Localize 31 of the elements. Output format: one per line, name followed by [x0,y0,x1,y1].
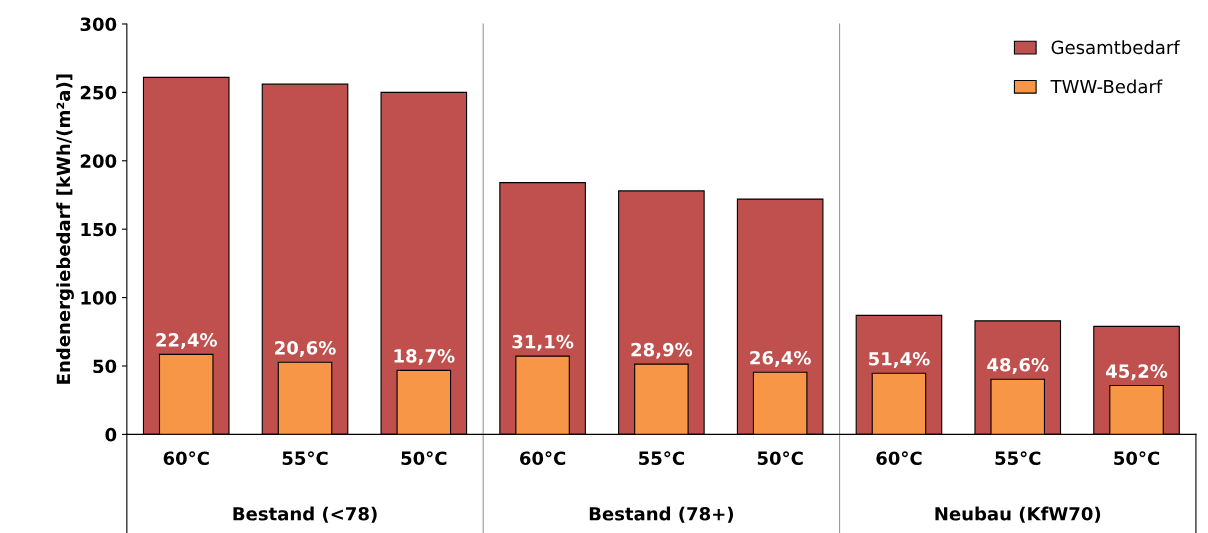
x-tick-label: 60°C [163,451,209,466]
x-tick-label: 50°C [757,451,803,466]
x-tick-label: 60°C [876,451,922,466]
text: Bestand (<78) [233,506,377,523]
annotation: 18,7% [394,349,455,366]
y-tick-label: 0 [105,427,117,442]
y-tick-label: 150 [81,222,117,237]
y-tick-label: 200 [80,154,117,168]
x-tick-label: 55°C [282,451,328,466]
text: Bestand (78+) [589,506,734,523]
annotation: 26,4% [750,350,811,367]
annotation: 48,6% [987,357,1049,374]
x-tick-label: 55°C [639,451,684,466]
annotation: 45,2% [1106,364,1168,381]
text: Neubau (KfW70) [935,506,1101,523]
y-tick-label: 100 [81,291,117,305]
annotation: 31,1% [512,334,574,351]
x-tick-label: 60°C [520,451,566,466]
y-tick-label: 250 [80,85,117,100]
legend-label: TWW-Bedarf [1050,79,1163,94]
annotation: 28,9% [631,342,693,359]
y-tick-label: 300 [80,17,117,32]
x-tick-label: 55°C [995,451,1041,466]
annotation: 22,4% [156,333,217,350]
x-tick-label: 50°C [401,451,447,466]
y-tick-label: 50 [93,359,117,374]
legend-label: Gesamtbedarf [1051,40,1181,55]
annotation: 20,6% [275,340,336,357]
x-tick-label: 50°C [1114,451,1160,466]
y-axis-title: Endenergiebedarf [kWh/(m²a)] [56,74,74,384]
annotation: 51,4% [869,351,930,368]
